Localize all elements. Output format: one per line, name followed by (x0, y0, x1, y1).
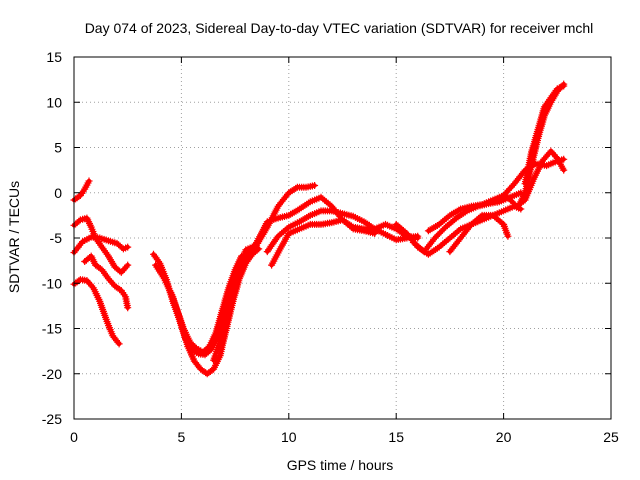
y-tick-label: -10 (42, 275, 62, 291)
series-markers (521, 82, 568, 188)
series-trace-8 (167, 252, 245, 356)
y-tick-label: 10 (46, 94, 62, 110)
x-tick-label: 10 (281, 429, 297, 445)
y-tick-label: -5 (50, 230, 63, 246)
chart-title: Day 074 of 2023, Sidereal Day-to-day VTE… (85, 20, 594, 36)
series-trace-12 (263, 207, 422, 256)
series-markers (81, 252, 132, 312)
data-traces (70, 80, 568, 378)
series-trace-15 (424, 155, 568, 235)
series-trace-3 (70, 233, 132, 256)
y-tick-label: 15 (46, 49, 62, 65)
x-axis-label: GPS time / hours (287, 457, 394, 473)
x-tick-label: 15 (388, 429, 404, 445)
y-tick-label: -25 (42, 411, 62, 427)
x-tick-label: 5 (178, 429, 186, 445)
axis-ticks: 0 5 10 15 20 25 -25 -20 -15 -10 -5 0 5 10 15 (42, 49, 619, 445)
y-tick-label: 5 (54, 140, 62, 156)
y-tick-label: -15 (42, 321, 62, 337)
x-tick-label: 0 (70, 429, 78, 445)
x-tick-label: 25 (603, 429, 619, 445)
series-markers (167, 252, 245, 356)
y-axis-label: SDTVAR / TECUs (6, 181, 22, 293)
y-tick-label: 0 (54, 185, 62, 201)
y-tick-label: -20 (42, 366, 62, 382)
series-trace-16 (446, 211, 512, 256)
grid-lines (74, 57, 611, 419)
series-trace-19 (521, 82, 568, 188)
series-trace-4 (81, 252, 132, 312)
series-markers (263, 207, 422, 256)
x-tick-label: 20 (496, 429, 512, 445)
series-markers (446, 211, 512, 256)
